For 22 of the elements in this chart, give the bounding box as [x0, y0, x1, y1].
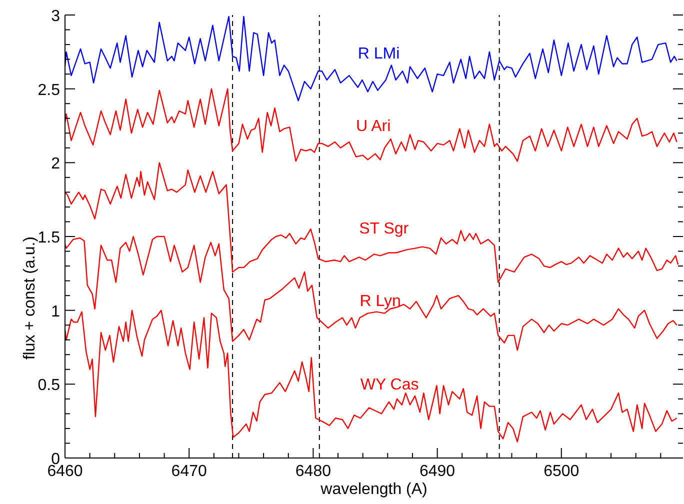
series-label: WY Cas — [360, 376, 419, 394]
series-label: R Lyn — [360, 292, 401, 310]
line-series — [65, 88, 678, 162]
y-tick-label: 2.5 — [38, 82, 60, 99]
line-series — [65, 236, 678, 351]
line-series — [65, 162, 679, 283]
series-label: R LMi — [358, 46, 400, 63]
series-label: U Ari — [356, 118, 391, 135]
y-axis-title: flux + const (a.u.) — [22, 236, 39, 360]
y-tick-label: 1 — [51, 303, 60, 320]
y-tick-label: 2 — [51, 156, 60, 173]
y-tick-label: 3 — [51, 8, 60, 25]
line-series — [65, 310, 678, 442]
line-series — [65, 16, 678, 102]
y-tick-label: 0.5 — [38, 377, 60, 394]
x-tick-label: 6500 — [544, 463, 580, 480]
x-tick-label: 6480 — [295, 463, 332, 480]
series-label: ST Sgr — [359, 220, 410, 238]
x-tick-label: 6490 — [419, 463, 456, 480]
y-tick-label: 1.5 — [38, 230, 60, 246]
x-tick-label: 6470 — [171, 463, 207, 480]
x-axis-title: wavelength (A) — [320, 481, 428, 498]
